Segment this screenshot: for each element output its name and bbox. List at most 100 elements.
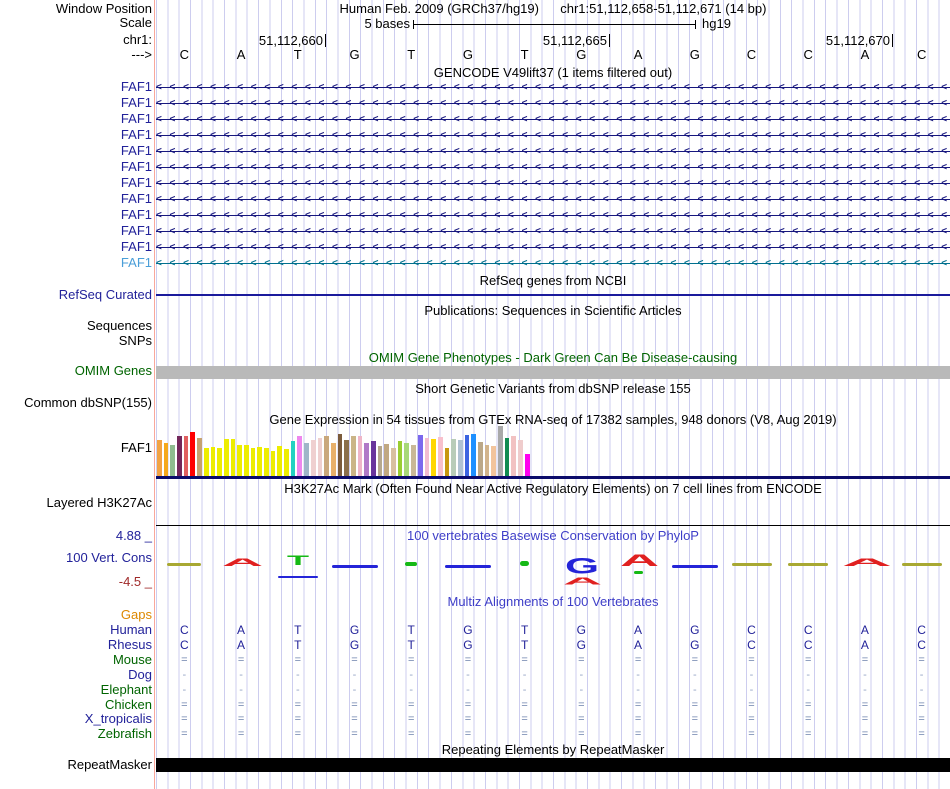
gtex-bar (330, 443, 336, 476)
gtex-bar (464, 435, 470, 476)
gencode-gene-label[interactable]: FAF1 (120, 111, 152, 126)
omim-genes-label[interactable]: OMIM Genes (74, 363, 152, 378)
gencode-gene-label[interactable]: FAF1 (120, 95, 152, 110)
multiz-cell: - (352, 669, 357, 681)
multiz-cell: = (748, 728, 755, 740)
ruler-tick[interactable]: 51,112,665 (543, 34, 610, 47)
phylop-min-value: -4.5 _ (118, 574, 152, 589)
ruler-tick[interactable]: 51,112,660 (259, 34, 326, 47)
multiz-cell: = (407, 713, 415, 725)
multiz-cell: = (464, 699, 472, 711)
gencode-gene-label[interactable]: FAF1 (120, 223, 152, 238)
multiz-cell: = (861, 699, 869, 711)
gtex-bar (257, 447, 262, 476)
gtex-bar (237, 445, 242, 476)
gencode-gene-label[interactable]: FAF1 (120, 159, 152, 174)
multiz-cell: T (407, 623, 415, 637)
strand-direction-label[interactable]: ---> (131, 47, 152, 62)
omim-genes-track[interactable] (156, 366, 950, 379)
multiz-cell: - (239, 669, 243, 681)
multiz-cell: A (237, 623, 246, 637)
vert-cons-label[interactable]: 100 Vert. Cons (66, 550, 152, 565)
multiz-species-label[interactable]: Dog (128, 667, 152, 682)
repeatmasker-label[interactable]: RepeatMasker (67, 757, 152, 772)
multiz-cell: C (180, 638, 189, 652)
multiz-cell: C (180, 623, 189, 637)
gencode-gene-label[interactable]: FAF1 (120, 127, 152, 142)
multiz-cell: = (294, 654, 301, 666)
layered-h3k27ac-label[interactable]: Layered H3K27Ac (46, 495, 152, 510)
gencode-gene-row[interactable]: <<<<<<<<<<<<<<<<<<<<<<<<<<<<<<<<<<<<<<<<… (156, 114, 950, 125)
repeatmasker-track[interactable] (156, 758, 950, 772)
gtex-expression-bars[interactable] (157, 426, 530, 476)
multiz-cell: = (578, 699, 585, 711)
multiz-cell: = (351, 728, 358, 740)
multiz-cell: = (464, 654, 472, 666)
gtex-bar (270, 451, 276, 476)
gencode-gene-row[interactable]: <<<<<<<<<<<<<<<<<<<<<<<<<<<<<<<<<<<<<<<<… (156, 210, 950, 221)
multiz-cell: G (690, 638, 700, 652)
gtex-bar (431, 439, 436, 476)
multiz-cell: - (863, 669, 867, 681)
gencode-gene-row[interactable]: <<<<<<<<<<<<<<<<<<<<<<<<<<<<<<<<<<<<<<<<… (156, 242, 950, 253)
multiz-cell: = (578, 713, 585, 725)
multiz-cell: = (691, 654, 698, 666)
gencode-gene-label[interactable]: FAF1 (120, 239, 152, 254)
gtex-bar (217, 448, 222, 476)
multiz-cell: = (804, 654, 812, 666)
gaps-label[interactable]: Gaps (120, 607, 152, 622)
assembly-text: Human Feb. 2009 (GRCh37/hg19) (339, 1, 539, 16)
multiz-species-label[interactable]: Elephant (100, 682, 152, 697)
multiz-cell: G (463, 623, 473, 637)
gencode-gene-row[interactable]: <<<<<<<<<<<<<<<<<<<<<<<<<<<<<<<<<<<<<<<<… (156, 98, 950, 109)
multiz-species-label[interactable]: Rhesus (107, 637, 152, 652)
gencode-gene-label[interactable]: FAF1 (120, 175, 152, 190)
refseq-curated-track[interactable] (156, 294, 950, 296)
base-letter: C (916, 47, 927, 62)
refseq-curated-label[interactable]: RefSeq Curated (58, 287, 152, 302)
phylop-max-value: 4.88 _ (115, 528, 152, 543)
gencode-gene-label[interactable]: FAF1 (120, 191, 152, 206)
gtex-bar (437, 437, 443, 476)
multiz-cell: = (181, 713, 188, 725)
gencode-gene-row[interactable]: <<<<<<<<<<<<<<<<<<<<<<<<<<<<<<<<<<<<<<<<… (156, 82, 950, 93)
gencode-gene-row[interactable]: <<<<<<<<<<<<<<<<<<<<<<<<<<<<<<<<<<<<<<<<… (156, 226, 950, 237)
gencode-gene-row[interactable]: <<<<<<<<<<<<<<<<<<<<<<<<<<<<<<<<<<<<<<<<… (156, 130, 950, 141)
multiz-species-label[interactable]: X_tropicalis (84, 711, 152, 726)
gencode-gene-label[interactable]: FAF1 (120, 255, 152, 270)
gtex-bar (290, 441, 296, 476)
gencode-gene-row[interactable]: <<<<<<<<<<<<<<<<<<<<<<<<<<<<<<<<<<<<<<<<… (156, 178, 950, 189)
snps-label[interactable]: SNPs (118, 333, 152, 348)
base-letter: C (179, 47, 190, 62)
multiz-species-label[interactable]: Zebrafish (97, 726, 152, 741)
multiz-species-label[interactable]: Human (110, 622, 152, 637)
sequences-label[interactable]: Sequences (86, 318, 152, 333)
gtex-bar (277, 446, 283, 476)
gtex-gene-label[interactable]: FAF1 (120, 440, 152, 455)
gencode-gene-row[interactable]: <<<<<<<<<<<<<<<<<<<<<<<<<<<<<<<<<<<<<<<<… (156, 258, 950, 269)
multiz-cell: = (861, 654, 869, 666)
gencode-gene-label[interactable]: FAF1 (120, 207, 152, 222)
gencode-gene-row[interactable]: <<<<<<<<<<<<<<<<<<<<<<<<<<<<<<<<<<<<<<<<… (156, 146, 950, 157)
multiz-cell: - (295, 684, 300, 696)
multiz-cell: G (576, 623, 587, 637)
common-dbsnp-label[interactable]: Common dbSNP(155) (24, 395, 152, 410)
multiz-cell: - (636, 684, 640, 696)
multiz-species-label[interactable]: Chicken (105, 697, 152, 712)
gencode-gene-row[interactable]: <<<<<<<<<<<<<<<<<<<<<<<<<<<<<<<<<<<<<<<<… (156, 162, 950, 173)
gtex-bar (371, 441, 376, 476)
multiz-cell: = (521, 713, 528, 725)
h3k27ac-baseline[interactable] (156, 525, 950, 526)
multiz-cell: = (181, 654, 188, 666)
gtex-bar (417, 435, 423, 476)
multiz-species-label[interactable]: Mouse (112, 652, 152, 667)
gencode-gene-row[interactable]: <<<<<<<<<<<<<<<<<<<<<<<<<<<<<<<<<<<<<<<<… (156, 194, 950, 205)
multiz-cell: C (917, 638, 926, 652)
multiz-cell: = (294, 713, 301, 725)
ruler-tick[interactable]: 51,112,670 (826, 34, 893, 47)
gtex-bar (190, 432, 196, 476)
gencode-gene-label[interactable]: FAF1 (120, 143, 152, 158)
multiz-cell: - (409, 669, 414, 681)
multiz-cell: T (407, 638, 415, 652)
gencode-gene-label[interactable]: FAF1 (120, 79, 152, 94)
